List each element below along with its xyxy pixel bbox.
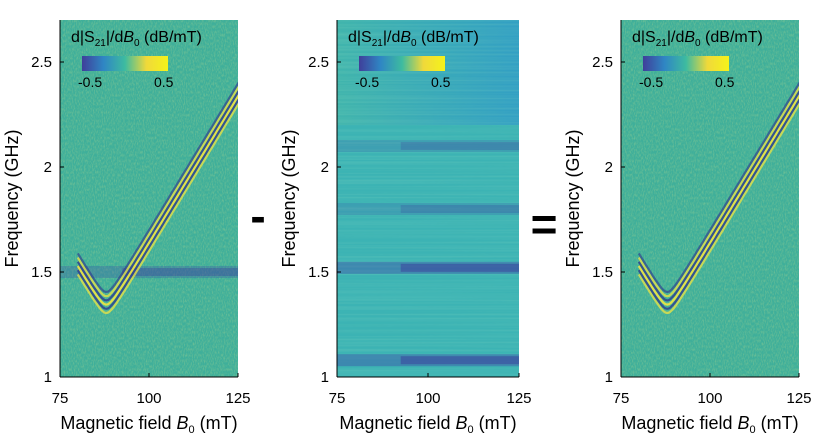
y-tick-label: 2 <box>44 159 52 176</box>
mode-fringe-4 <box>637 85 799 298</box>
colorbar-min-label: -0.5 <box>355 74 379 90</box>
band-3 <box>337 140 519 152</box>
minus-operator: - <box>250 190 265 242</box>
mode-fringe-1 <box>76 98 238 310</box>
band-core-3 <box>400 142 519 150</box>
y-tick-label: 2 <box>321 159 329 176</box>
y-tick-label: 1 <box>605 369 613 386</box>
y-axis-label: Frequency (GHz) <box>563 129 583 267</box>
mode-fringe-1 <box>637 98 799 310</box>
x-tick-label: 125 <box>506 390 531 407</box>
x-tick-label: 75 <box>613 390 630 407</box>
colorbar-title: d|S21|/dB0 (dB/mT) <box>71 29 202 49</box>
x-tick-label: 100 <box>136 390 161 407</box>
y-tick-label: 2.5 <box>31 54 52 71</box>
plot-area <box>337 20 519 377</box>
band-core-0 <box>122 268 238 276</box>
colorbar-title: d|S21|/dB0 (dB/mT) <box>348 29 479 49</box>
band-core-2 <box>400 205 519 213</box>
panel-measured: 1 1.5 2 2.5 75 100 125 Frequency (GHz) Magnetic … <box>2 20 251 436</box>
y-tick-label: 1 <box>321 369 329 386</box>
panel-difference: 1 1.5 2 2.5 75 100 125 Frequency (GHz) Magnetic … <box>563 20 812 436</box>
y-tick-label: 2 <box>605 159 613 176</box>
y-axis-label: Frequency (GHz) <box>2 129 22 267</box>
x-tick-label: 75 <box>52 390 69 407</box>
equals-operator: = <box>531 198 558 250</box>
y-tick-label: 2.5 <box>592 54 613 71</box>
x-tick-label: 125 <box>786 390 811 407</box>
mode-fringe-3 <box>76 89 238 302</box>
mode-fringe-0 <box>76 102 238 315</box>
band-0 <box>60 266 238 278</box>
x-tick-label: 125 <box>225 390 250 407</box>
mode-fringe-0 <box>637 102 799 315</box>
y-tick-label: 1 <box>44 369 52 386</box>
colorbar-max-label: 0.5 <box>431 74 451 90</box>
colorbar-max-label: 0.5 <box>715 74 735 90</box>
y-tick-label: 2.5 <box>308 54 329 71</box>
heatmap-noise <box>60 20 238 377</box>
x-tick-label: 100 <box>697 390 722 407</box>
band-core-1 <box>400 263 519 272</box>
colorbar <box>643 56 729 71</box>
x-tick-label: 75 <box>329 390 346 407</box>
x-tick-label: 100 <box>415 390 440 407</box>
heatmap-noise <box>621 20 799 377</box>
x-axis-label: Magnetic field B0 (mT) <box>339 413 516 436</box>
colorbar <box>359 56 445 71</box>
mode-fringe-2 <box>76 94 238 306</box>
colorbar-max-label: 0.5 <box>154 74 174 90</box>
x-axis-label: Magnetic field B0 (mT) <box>621 413 798 436</box>
mode-fringe-3 <box>637 89 799 302</box>
mode-fringe-4 <box>76 85 238 298</box>
x-axis-label: Magnetic field B0 (mT) <box>60 413 237 436</box>
mode-fringe-2 <box>637 94 799 306</box>
colorbar-min-label: -0.5 <box>78 74 102 90</box>
band-2 <box>337 203 519 215</box>
y-tick-label: 1.5 <box>308 264 329 281</box>
plot-area <box>621 20 799 377</box>
y-tick-label: 1.5 <box>31 264 52 281</box>
mode-fringe-5 <box>637 81 799 294</box>
y-axis-label: Frequency (GHz) <box>279 129 299 267</box>
colorbar-title: d|S21|/dB0 (dB/mT) <box>632 29 763 49</box>
heatmap-streaks <box>337 20 519 377</box>
colorbar <box>82 56 168 71</box>
panel-background: 1 1.5 2 2.5 75 100 125 Frequency (GHz) Magnetic … <box>279 20 532 436</box>
y-tick-label: 1.5 <box>592 264 613 281</box>
mode-fringe-5 <box>76 81 238 294</box>
band-core-0 <box>400 356 519 365</box>
plot-area <box>60 20 238 377</box>
colorbar-min-label: -0.5 <box>639 74 663 90</box>
